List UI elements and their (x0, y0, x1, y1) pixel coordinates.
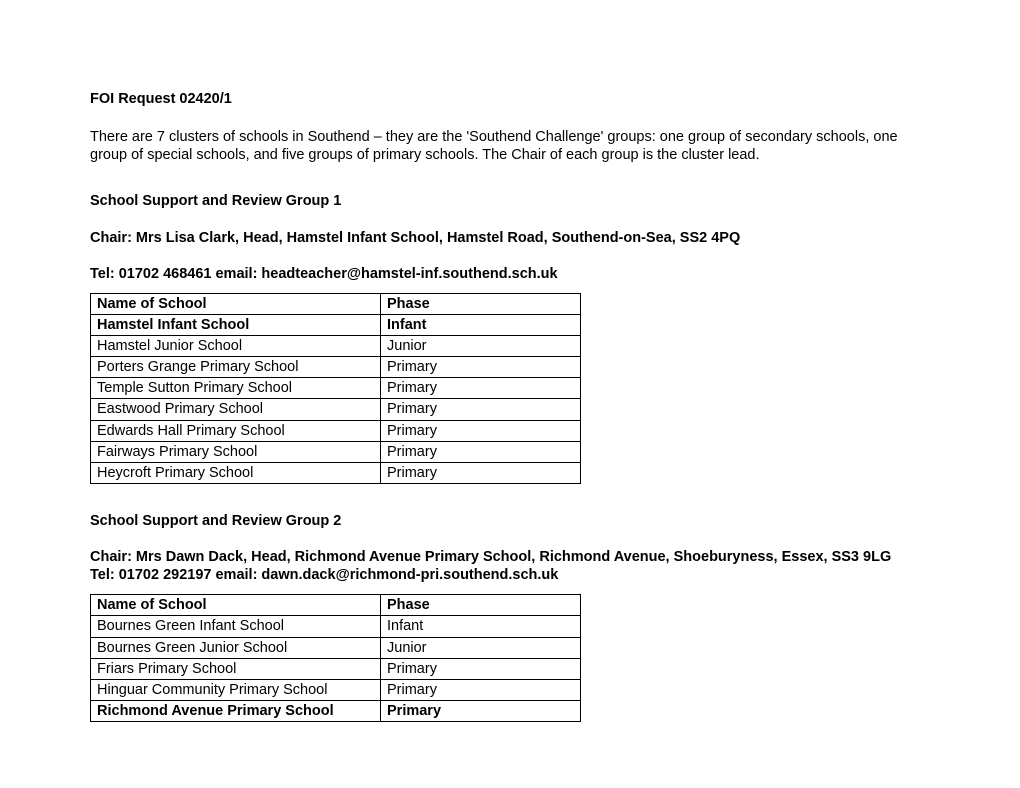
group1-heading: School Support and Review Group 1 (90, 192, 930, 210)
column-header-name: Name of School (91, 293, 381, 314)
group1-contact: Tel: 01702 468461 email: headteacher@ham… (90, 265, 930, 283)
school-phase: Infant (381, 314, 581, 335)
table-row: Hamstel Infant School Infant (91, 314, 581, 335)
school-phase: Primary (381, 462, 581, 483)
school-phase: Primary (381, 658, 581, 679)
school-name: Bournes Green Junior School (91, 637, 381, 658)
table-row: Porters Grange Primary School Primary (91, 357, 581, 378)
group1-table: Name of School Phase Hamstel Infant Scho… (90, 293, 581, 484)
table-row: Friars Primary School Primary (91, 658, 581, 679)
school-phase: Primary (381, 378, 581, 399)
group2-contact: Tel: 01702 292197 email: dawn.dack@richm… (90, 566, 930, 584)
school-name: Hamstel Infant School (91, 314, 381, 335)
table-row: Temple Sutton Primary School Primary (91, 378, 581, 399)
school-name: Richmond Avenue Primary School (91, 700, 381, 721)
table-row: Eastwood Primary School Primary (91, 399, 581, 420)
table-row: Fairways Primary School Primary (91, 441, 581, 462)
school-name: Fairways Primary School (91, 441, 381, 462)
school-name: Porters Grange Primary School (91, 357, 381, 378)
school-phase: Primary (381, 420, 581, 441)
table-row: Bournes Green Junior School Junior (91, 637, 581, 658)
intro-paragraph: There are 7 clusters of schools in South… (90, 128, 930, 164)
table-row: Richmond Avenue Primary School Primary (91, 700, 581, 721)
school-name: Bournes Green Infant School (91, 616, 381, 637)
school-phase: Infant (381, 616, 581, 637)
school-phase: Primary (381, 441, 581, 462)
group2-chair: Chair: Mrs Dawn Dack, Head, Richmond Ave… (90, 548, 930, 566)
table-header-row: Name of School Phase (91, 293, 581, 314)
table-row: Hinguar Community Primary School Primary (91, 679, 581, 700)
school-phase: Primary (381, 679, 581, 700)
school-name: Friars Primary School (91, 658, 381, 679)
table-row: Bournes Green Infant School Infant (91, 616, 581, 637)
document-page: FOI Request 02420/1 There are 7 clusters… (0, 0, 1020, 788)
group2-table: Name of School Phase Bournes Green Infan… (90, 594, 581, 722)
column-header-name: Name of School (91, 595, 381, 616)
school-phase: Junior (381, 637, 581, 658)
table-row: Heycroft Primary School Primary (91, 462, 581, 483)
school-name: Eastwood Primary School (91, 399, 381, 420)
school-name: Hamstel Junior School (91, 336, 381, 357)
group2-heading: School Support and Review Group 2 (90, 512, 930, 530)
school-name: Heycroft Primary School (91, 462, 381, 483)
table-header-row: Name of School Phase (91, 595, 581, 616)
group1-chair: Chair: Mrs Lisa Clark, Head, Hamstel Inf… (90, 229, 930, 247)
table-row: Hamstel Junior School Junior (91, 336, 581, 357)
school-name: Hinguar Community Primary School (91, 679, 381, 700)
foi-request-title: FOI Request 02420/1 (90, 90, 930, 108)
school-phase: Junior (381, 336, 581, 357)
table-row: Edwards Hall Primary School Primary (91, 420, 581, 441)
school-phase: Primary (381, 399, 581, 420)
school-name: Edwards Hall Primary School (91, 420, 381, 441)
column-header-phase: Phase (381, 293, 581, 314)
column-header-phase: Phase (381, 595, 581, 616)
school-name: Temple Sutton Primary School (91, 378, 381, 399)
school-phase: Primary (381, 700, 581, 721)
school-phase: Primary (381, 357, 581, 378)
